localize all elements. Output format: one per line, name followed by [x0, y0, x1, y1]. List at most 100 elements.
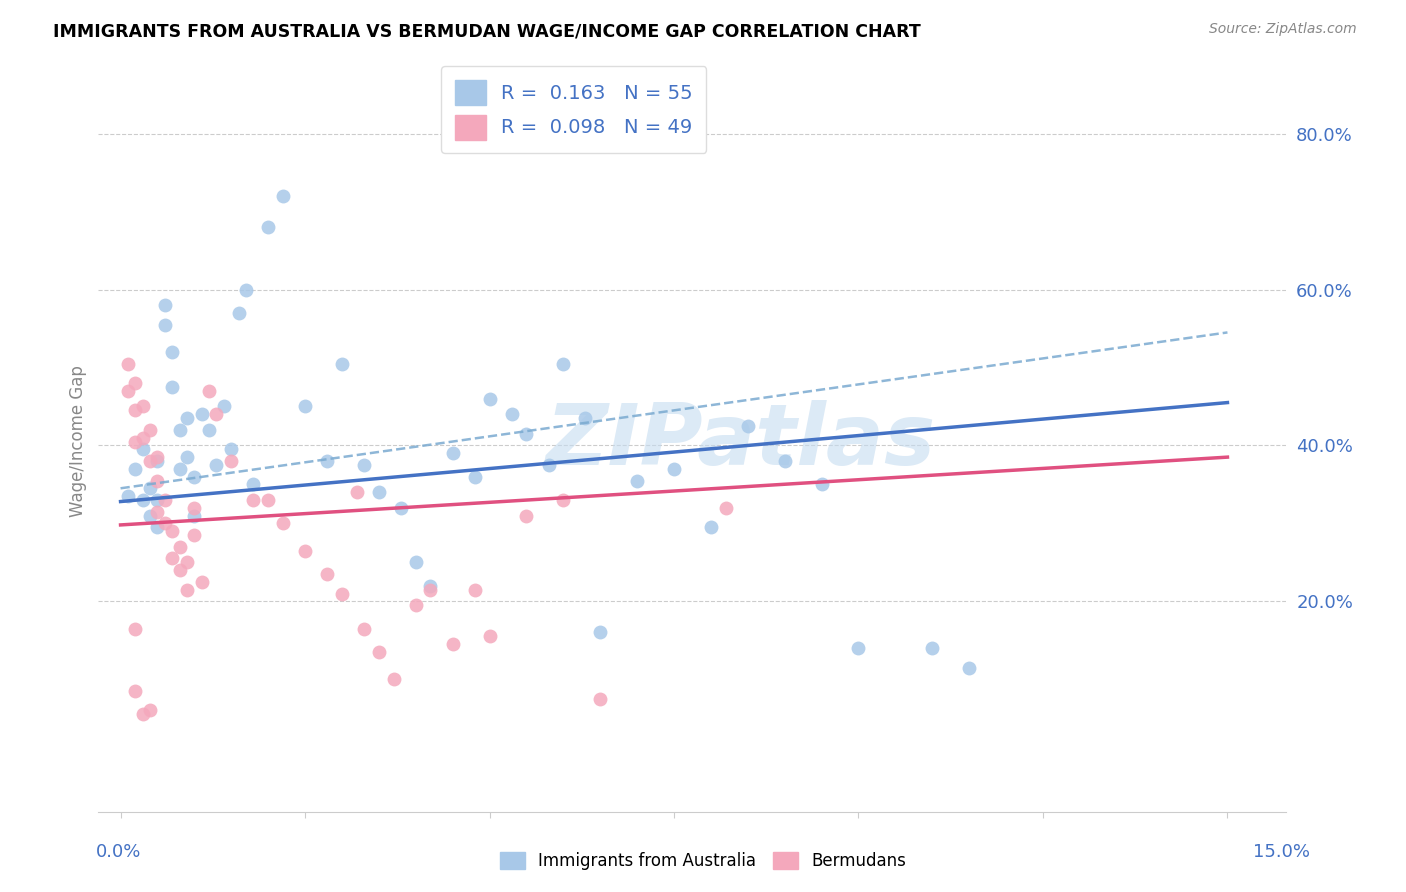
Point	[190, 407, 212, 421]
Point	[139, 454, 162, 468]
Text: 15.0%: 15.0%	[1253, 843, 1310, 861]
Point	[212, 400, 235, 414]
Point	[139, 481, 162, 495]
Point	[419, 582, 441, 597]
Legend: R =  0.163   N = 55, R =  0.098   N = 49: R = 0.163 N = 55, R = 0.098 N = 49	[441, 66, 706, 153]
Point	[131, 431, 153, 445]
Point	[153, 318, 176, 332]
Point	[139, 508, 162, 523]
Point	[257, 493, 280, 508]
Point	[382, 672, 405, 686]
Point	[198, 384, 221, 398]
Point	[626, 474, 648, 488]
Point	[294, 400, 316, 414]
Point	[205, 407, 228, 421]
Point	[464, 469, 486, 483]
Legend: Immigrants from Australia, Bermudans: Immigrants from Australia, Bermudans	[494, 845, 912, 877]
Point	[176, 582, 198, 597]
Point	[176, 555, 198, 569]
Point	[367, 485, 389, 500]
Point	[848, 641, 870, 656]
Point	[153, 516, 176, 531]
Point	[153, 298, 176, 312]
Point	[553, 357, 575, 371]
Point	[131, 442, 153, 457]
Point	[117, 489, 139, 503]
Point	[553, 493, 575, 508]
Point	[478, 629, 501, 643]
Point	[574, 411, 596, 425]
Point	[537, 458, 560, 472]
Point	[183, 508, 205, 523]
Point	[316, 567, 339, 582]
Point	[515, 508, 537, 523]
Point	[242, 493, 264, 508]
Point	[330, 586, 353, 600]
Point	[146, 520, 169, 534]
Point	[501, 407, 523, 421]
Point	[346, 485, 368, 500]
Point	[662, 462, 685, 476]
Point	[316, 454, 339, 468]
Point	[124, 684, 146, 698]
Point	[405, 598, 427, 612]
Point	[176, 411, 198, 425]
Point	[271, 189, 294, 203]
Text: ZIPatlas: ZIPatlas	[546, 400, 935, 483]
Y-axis label: Wage/Income Gap: Wage/Income Gap	[69, 366, 87, 517]
Point	[160, 345, 183, 359]
Point	[160, 524, 183, 538]
Point	[124, 434, 146, 449]
Point	[700, 520, 723, 534]
Point	[405, 555, 427, 569]
Point	[367, 645, 389, 659]
Point	[737, 419, 759, 434]
Point	[271, 516, 294, 531]
Point	[198, 423, 221, 437]
Point	[441, 637, 464, 651]
Point	[353, 458, 375, 472]
Point	[183, 469, 205, 483]
Point	[294, 543, 316, 558]
Point	[117, 357, 139, 371]
Point	[169, 563, 191, 577]
Point	[190, 574, 212, 589]
Point	[228, 306, 250, 320]
Point	[957, 660, 980, 674]
Point	[146, 474, 169, 488]
Point	[176, 450, 198, 464]
Point	[235, 283, 257, 297]
Point	[183, 528, 205, 542]
Point	[153, 493, 176, 508]
Point	[183, 500, 205, 515]
Point	[330, 357, 353, 371]
Point	[242, 477, 264, 491]
Point	[117, 384, 139, 398]
Point	[441, 446, 464, 460]
Point	[131, 493, 153, 508]
Point	[515, 426, 537, 441]
Point	[169, 423, 191, 437]
Point	[589, 691, 612, 706]
Point	[419, 579, 441, 593]
Point	[160, 380, 183, 394]
Point	[160, 551, 183, 566]
Point	[146, 454, 169, 468]
Text: Source: ZipAtlas.com: Source: ZipAtlas.com	[1209, 22, 1357, 37]
Point	[131, 400, 153, 414]
Text: IMMIGRANTS FROM AUSTRALIA VS BERMUDAN WAGE/INCOME GAP CORRELATION CHART: IMMIGRANTS FROM AUSTRALIA VS BERMUDAN WA…	[53, 22, 921, 40]
Point	[810, 477, 832, 491]
Point	[219, 454, 242, 468]
Point	[169, 540, 191, 554]
Point	[464, 582, 486, 597]
Text: 0.0%: 0.0%	[96, 843, 141, 861]
Point	[124, 622, 146, 636]
Point	[714, 500, 737, 515]
Point	[131, 707, 153, 722]
Point	[124, 403, 146, 417]
Point	[478, 392, 501, 406]
Point	[219, 442, 242, 457]
Point	[389, 500, 412, 515]
Point	[146, 493, 169, 508]
Point	[169, 462, 191, 476]
